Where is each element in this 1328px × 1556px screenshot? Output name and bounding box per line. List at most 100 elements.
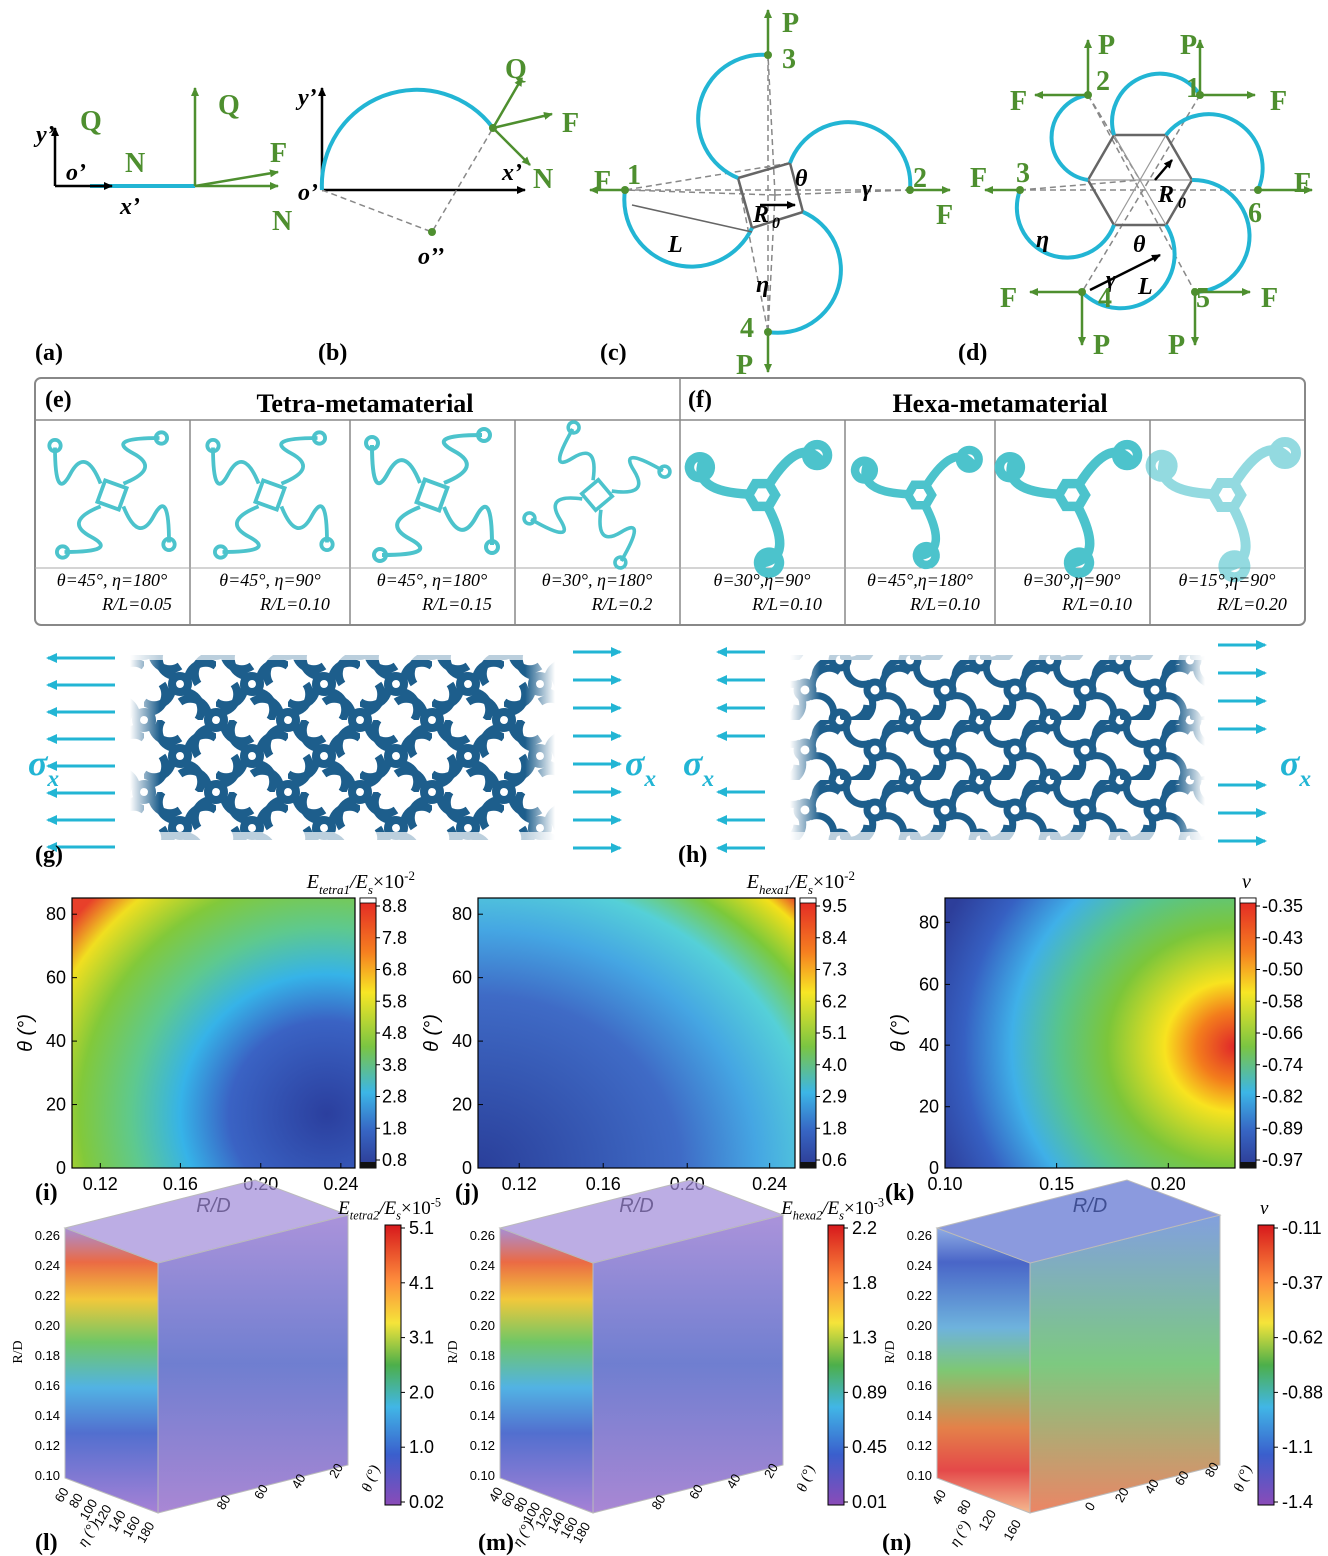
colorbar xyxy=(385,1225,401,1505)
y-axis-label: θ (°) xyxy=(1231,1463,1255,1494)
diagram-label: P xyxy=(1098,30,1115,61)
stress-label: σx xyxy=(683,743,714,792)
colorbar-label: 1.8 xyxy=(822,1118,847,1138)
z-tick-label: 0.26 xyxy=(907,1228,932,1243)
colorbar-title-part: tetra1 xyxy=(319,882,350,897)
colorbar-label: -0.82 xyxy=(1262,1087,1303,1107)
colorbar-label: 3.8 xyxy=(382,1055,407,1075)
panel-label: (h) xyxy=(678,842,707,868)
colorbar-title-part: ×10 xyxy=(844,1198,874,1219)
colorbar-title-part: hexa1 xyxy=(759,882,790,897)
colorbar-label: -0.62 xyxy=(1282,1328,1323,1348)
diagram-label: η xyxy=(1036,227,1049,253)
panel-label: (n) xyxy=(882,1530,911,1556)
x-tick-label: 0.10 xyxy=(927,1174,962,1194)
panel-label: (j) xyxy=(455,1180,479,1206)
stress-label-part: x xyxy=(701,766,714,792)
colorbar-title-part: -2 xyxy=(404,868,415,883)
colorbar-label: 1.0 xyxy=(409,1437,434,1457)
cell-caption: θ=45°, η=180° xyxy=(57,570,167,590)
colorbar-label: -0.89 xyxy=(1262,1118,1303,1138)
diagram-label: P xyxy=(1180,30,1197,61)
stress-label-part: x xyxy=(1298,766,1311,792)
diagram-label: F xyxy=(1294,168,1311,199)
diagram-label: L xyxy=(1137,274,1153,300)
diagram-label: N xyxy=(125,148,145,179)
colorbar-label: 1.8 xyxy=(852,1273,877,1293)
diagram-label: x’ xyxy=(501,160,522,186)
heatmap xyxy=(478,898,795,1168)
colorbar-title-part: tetra2 xyxy=(350,1209,380,1223)
diagram-label: F xyxy=(270,138,287,169)
colorbar-label: -0.35 xyxy=(1262,896,1303,916)
y-axis-label: θ (°) xyxy=(888,1014,910,1052)
colorbar-title: ν xyxy=(1260,1198,1269,1219)
z-tick-label: 0.10 xyxy=(470,1468,495,1483)
y-axis-label: θ (°) xyxy=(421,1014,443,1052)
table-title: Tetra-metamaterial xyxy=(256,389,473,418)
z-axis-label: R/D xyxy=(883,1340,898,1363)
cell-caption: θ=30°,η=90° xyxy=(714,570,811,590)
stress-label-part: σ xyxy=(625,743,646,783)
colorbar xyxy=(1240,898,1256,1168)
diagram-label: F xyxy=(1000,283,1017,314)
z-tick-label: 0.20 xyxy=(907,1318,932,1333)
colorbar-label: 2.2 xyxy=(852,1218,877,1238)
z-tick-label: 0.26 xyxy=(470,1228,495,1243)
diagram-label: F xyxy=(936,200,953,231)
diagram-label: y’ xyxy=(33,122,55,148)
cell-caption: R/L=0.10 xyxy=(909,594,980,614)
colorbar-label: -0.43 xyxy=(1262,928,1303,948)
panel-label: (f) xyxy=(688,387,712,413)
colorbar-label: 1.8 xyxy=(382,1118,407,1138)
cube-left-face xyxy=(65,1228,158,1513)
colorbar-label: 0.02 xyxy=(409,1492,444,1512)
panel-label: (c) xyxy=(600,340,627,366)
diagram-b xyxy=(322,78,552,236)
colorbar-title-part: ×10 xyxy=(813,871,844,893)
diagram-label: θ xyxy=(1133,232,1146,258)
diagram-label: P xyxy=(782,8,799,39)
cube-left-face xyxy=(500,1228,593,1513)
colorbar-title-part: -5 xyxy=(431,1195,441,1209)
diagram-label: 5 xyxy=(1196,283,1210,314)
diagram-label: N xyxy=(272,206,292,237)
panel-label: (l) xyxy=(35,1530,58,1556)
colorbar-title-part: -2 xyxy=(844,868,855,883)
y-tick-label: 80 xyxy=(46,904,66,924)
diagram-label: γ xyxy=(862,176,872,202)
z-tick-label: 0.14 xyxy=(35,1408,60,1423)
colorbar-label: 8.8 xyxy=(382,896,407,916)
y-tick-label: 80 xyxy=(919,912,939,932)
colorbar-title-part: ×10 xyxy=(401,1198,431,1219)
z-tick-label: 0.26 xyxy=(35,1228,60,1243)
y-tick-label: 60 xyxy=(452,968,472,988)
cube-left-face xyxy=(937,1228,1030,1513)
cell-caption: θ=30°,η=90° xyxy=(1024,570,1121,590)
colorbar-title-part: -3 xyxy=(874,1195,884,1209)
cell-caption: R/L=0.15 xyxy=(421,594,492,614)
cell-caption: θ=45°, η=180° xyxy=(377,570,487,590)
z-tick-label: 0.22 xyxy=(470,1288,495,1303)
y-tick-label: 60 xyxy=(919,974,939,994)
colorbar-title-part: hexa2 xyxy=(793,1209,822,1223)
y-tick-label: 20 xyxy=(919,1097,939,1117)
cell-caption: θ=15°,η=90° xyxy=(1179,570,1276,590)
colorbar-label: 5.8 xyxy=(382,991,407,1011)
diagram-label: 2 xyxy=(913,163,927,194)
colorbar-cap xyxy=(800,898,816,903)
x-tick-label: 40 xyxy=(929,1487,949,1507)
lattices xyxy=(48,640,1265,848)
y-tick-label: 0 xyxy=(462,1158,472,1178)
colorbar-label: 2.0 xyxy=(409,1382,434,1402)
z-tick-label: 0.16 xyxy=(35,1378,60,1393)
stress-label-part: σ xyxy=(28,743,49,783)
cube-right-face xyxy=(593,1215,783,1513)
x-tick-label: 0.24 xyxy=(752,1174,787,1194)
colorbar-label: 2.9 xyxy=(822,1087,847,1107)
y-tick-label: 80 xyxy=(452,904,472,924)
colorbar-label: 9.5 xyxy=(822,896,847,916)
y-tick-label: 0 xyxy=(1082,1500,1099,1514)
colorbar-cap xyxy=(360,1162,376,1168)
colorbar-label: -0.88 xyxy=(1282,1382,1323,1402)
